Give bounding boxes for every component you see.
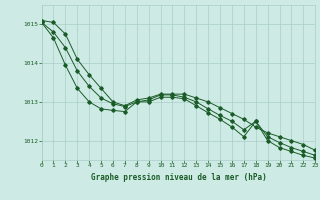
X-axis label: Graphe pression niveau de la mer (hPa): Graphe pression niveau de la mer (hPa) [91,173,266,182]
